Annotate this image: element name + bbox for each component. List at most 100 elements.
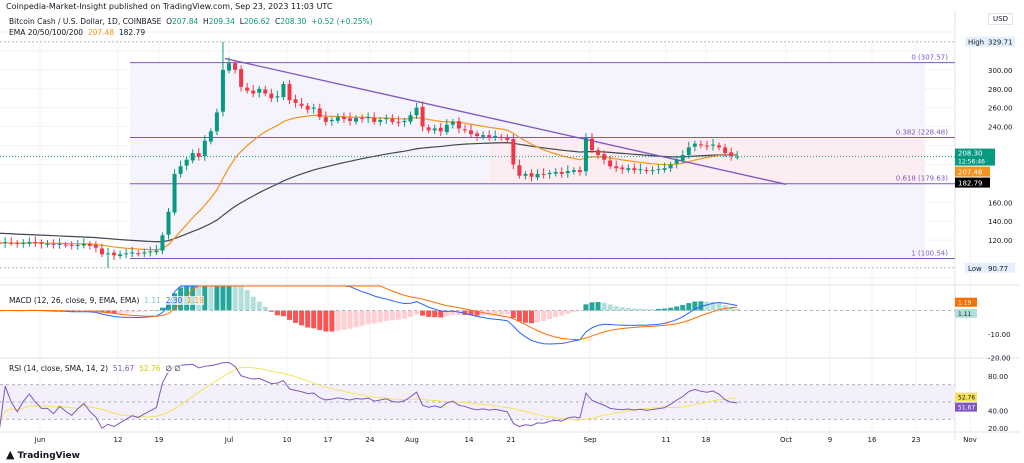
candle-body [456,121,461,129]
macd-histogram-bar [426,310,432,317]
candle-body [553,172,558,174]
candle-body [469,130,473,135]
candle-body [384,118,389,120]
candle-body [93,245,98,248]
macd-histogram-bar [293,310,299,323]
ema-legend[interactable]: EMA 20/50/100/200 207.48 182.79 [9,28,145,37]
macd-histogram-bar [438,310,444,318]
macd-histogram-bar [280,310,286,317]
marker-value: 90.77 [988,265,1008,273]
candle-body [354,118,359,122]
time-tick: 17 [324,436,333,444]
macd-histogram-bar [444,310,450,317]
publish-info: Coinpedia-Market-Insight published on Tr… [6,2,333,11]
candle-body [15,242,20,244]
candle-body [142,252,147,254]
candle-body [378,119,383,122]
macd-histogram-bar [81,310,87,311]
macd-histogram-bar [63,310,69,311]
rsi-sma-tag-value: 52.76 [958,395,975,402]
marker-value: 329.71 [988,39,1013,47]
macd-histogram-bar [468,310,474,316]
candle-body [596,150,601,155]
candle-body [51,243,56,245]
candle-body [608,160,613,167]
macd-histogram-bar [347,310,353,329]
time-tick: 24 [366,436,375,444]
macd-histogram-bar [650,309,655,311]
candle-body [698,144,703,146]
candle-body [305,105,310,110]
time-tick: 23 [912,436,921,444]
macd-histogram-bar [311,310,317,329]
macd-histogram-bar [51,310,57,311]
macd-histogram-bar [698,301,704,311]
macd-histogram-bar [129,310,135,313]
macd-histogram-bar [26,310,32,311]
macd-histogram-bar [577,310,583,311]
macd-histogram-bar [462,310,468,315]
candle-body [251,90,256,94]
rsi-extra: ∅ ∅ [165,364,181,373]
candle-body [426,127,431,131]
macd-histogram-bar [389,310,395,321]
macd-signal-line [0,285,738,341]
macd-signal-tag [955,297,977,307]
macd-histogram-bar [516,310,522,322]
candle-body [499,136,504,138]
rsi-band [0,384,955,420]
candle-body [704,145,709,147]
macd-histogram-bar [153,310,159,311]
candle-body [208,131,213,142]
macd-histogram-bar [631,308,637,311]
candle-body [160,235,165,251]
time-tick: Sep [583,436,597,444]
candle-body [87,243,92,246]
candle-body [571,170,576,172]
macd-histogram-bar [728,307,734,311]
candle-body [348,118,352,121]
candle-body [547,172,552,175]
candle-body [63,244,68,246]
marker-label: Low [968,265,982,273]
macd-histogram-bar [45,310,50,311]
candle-body [69,244,74,246]
candle-body [99,248,104,255]
candle-body [190,153,195,161]
candle-body [638,169,643,171]
rsi-tick: 80.00 [988,373,1008,381]
low-label: L [239,17,244,26]
macd-histogram-bar [722,305,728,311]
candle-body [408,115,413,122]
macd-histogram-bar [123,310,129,314]
time-tick: 11 [662,436,671,444]
symbol-name[interactable]: Bitcoin Cash / U.S. Dollar, 1D, COINBASE [9,17,162,26]
macd-legend[interactable]: MACD (12, 26, close, 9, EMA, EMA) 1.11 2… [9,296,204,305]
tradingview-logo: ▲ TradingView [6,448,80,461]
candle-body [529,173,534,177]
candle-body [717,145,722,148]
currency-button[interactable]: USD [988,13,1013,25]
rsi-sma-tag [955,392,977,402]
macd-histogram-bar [734,308,740,311]
macd-histogram-bar [474,310,480,316]
macd-hist-value: 1.11 [144,296,161,305]
macd-hist-tag-value: 1.11 [958,311,972,318]
candle-body [124,253,129,255]
candle-body [323,117,328,122]
time-tick: Jun [34,436,46,444]
candle-body [523,173,528,176]
rsi-sma-value: 52.76 [139,364,161,373]
candle-body [692,143,697,147]
macd-histogram-bar [262,306,268,311]
rsi-tick: 20.00 [988,425,1008,433]
ema200-tag-value: 182.79 [958,180,983,188]
macd-histogram-bar [408,310,413,317]
macd-histogram-bar [420,310,426,316]
macd-histogram-bar [625,307,631,311]
candle-body [9,242,14,244]
candle-body [686,147,691,155]
rsi-legend[interactable]: RSI (14, close, SMA, 14, 2) 51.67 52.76 … [9,364,181,373]
candle-body [602,154,607,160]
